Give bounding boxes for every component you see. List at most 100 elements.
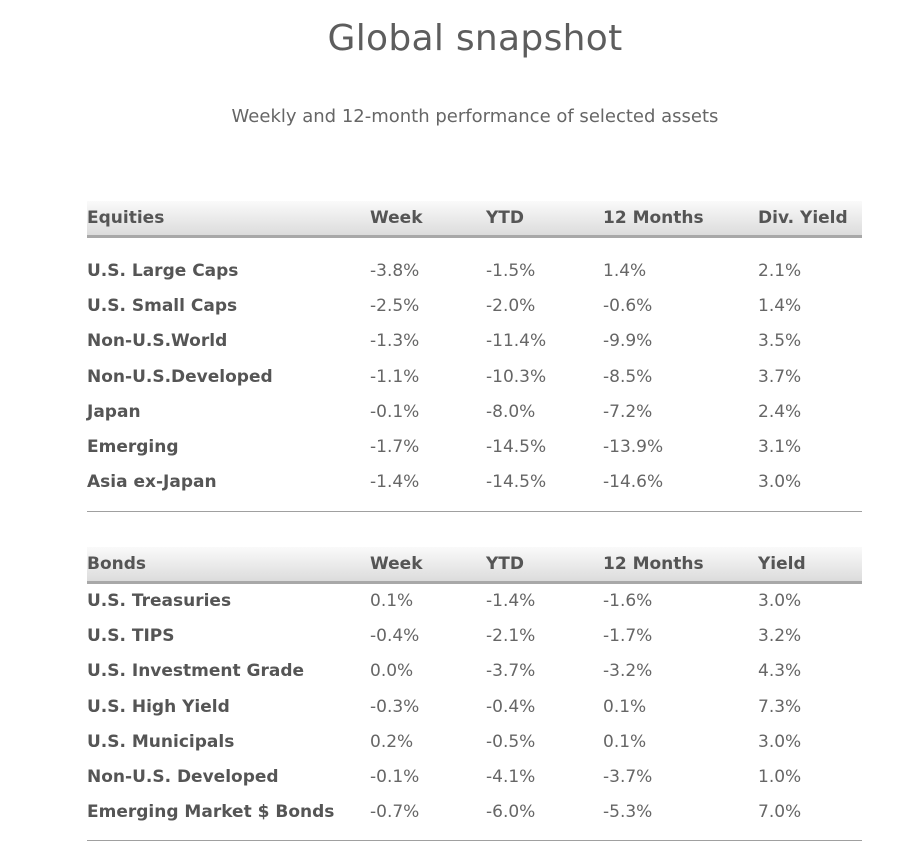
ytd-value: -1.4% <box>486 591 536 611</box>
ytd-value: -0.4% <box>486 696 536 717</box>
header-cell: 12 Months <box>603 208 704 228</box>
div-yield-value: 1.4% <box>758 296 802 317</box>
table-divider <box>87 840 862 842</box>
yield-value: 3.2% <box>758 626 802 647</box>
header-cell: YTD <box>486 208 525 228</box>
12-months-value: 0.1% <box>603 731 647 752</box>
table-row: Emerging Market $ Bonds -0.7% -6.0% -5.3… <box>87 795 862 830</box>
12-months-value: -13.9% <box>603 436 664 457</box>
week-value: -1.7% <box>370 436 420 457</box>
asset-name: U.S. Treasuries <box>87 591 232 611</box>
ytd-value: -6.0% <box>486 802 536 823</box>
bonds-body: U.S. Treasuries 0.1% -1.4% -1.6% 3.0% U.… <box>87 584 862 830</box>
header-cell: Equities <box>87 208 165 228</box>
asset-name: Asia ex-Japan <box>87 472 217 493</box>
12-months-value: -14.6% <box>603 472 664 493</box>
table-divider <box>87 511 862 513</box>
yield-value: 4.3% <box>758 661 802 682</box>
table-row: U.S. Large Caps -3.8% -1.5% 1.4% 2.1% <box>87 254 862 289</box>
ytd-value: -11.4% <box>486 331 547 352</box>
yield-value: 1.0% <box>758 766 802 787</box>
table-row: U.S. Municipals 0.2% -0.5% 0.1% 3.0% <box>87 725 862 760</box>
equities-body: U.S. Large Caps -3.8% -1.5% 1.4% 2.1% U.… <box>87 238 862 500</box>
week-value: -2.5% <box>370 296 420 317</box>
12-months-value: -1.7% <box>603 626 653 647</box>
12-months-value: -7.2% <box>603 401 653 422</box>
table-row: Asia ex-Japan -1.4% -14.5% -14.6% 3.0% <box>87 465 862 500</box>
yield-value: 3.0% <box>758 591 802 611</box>
week-value: -1.1% <box>370 366 420 387</box>
table-row: Japan -0.1% -8.0% -7.2% 2.4% <box>87 395 862 430</box>
table-row: U.S. High Yield -0.3% -0.4% 0.1% 7.3% <box>87 690 862 725</box>
12-months-value: -8.5% <box>603 366 653 387</box>
ytd-value: -1.5% <box>486 261 536 281</box>
table-row: Non-U.S.Developed -1.1% -10.3% -8.5% 3.7… <box>87 360 862 395</box>
asset-name: U.S. High Yield <box>87 696 230 717</box>
week-value: -1.4% <box>370 472 420 493</box>
header-cell: Week <box>370 554 423 574</box>
asset-name: Non-U.S. Developed <box>87 766 279 787</box>
div-yield-value: 3.0% <box>758 472 802 493</box>
bonds-table: Bonds Week YTD 12 Months Yield U.S. Trea… <box>87 547 862 842</box>
table-row: U.S. Treasuries 0.1% -1.4% -1.6% 3.0% <box>87 584 862 619</box>
ytd-value: -14.5% <box>486 436 547 457</box>
header-cell: Div. Yield <box>758 208 848 228</box>
week-value: 0.0% <box>370 661 414 682</box>
week-value: 0.1% <box>370 591 414 611</box>
ytd-value: -10.3% <box>486 366 547 387</box>
12-months-value: -3.7% <box>603 766 653 787</box>
yield-value: 3.0% <box>758 731 802 752</box>
div-yield-value: 2.4% <box>758 401 802 422</box>
ytd-value: -2.0% <box>486 296 536 317</box>
table-row: Non-U.S.World -1.3% -11.4% -9.9% 3.5% <box>87 324 862 359</box>
12-months-value: -5.3% <box>603 802 653 823</box>
asset-name: Emerging Market $ Bonds <box>87 802 335 823</box>
ytd-value: -8.0% <box>486 401 536 422</box>
week-value: -3.8% <box>370 261 420 281</box>
asset-name: U.S. Investment Grade <box>87 661 305 682</box>
week-value: 0.2% <box>370 731 414 752</box>
12-months-value: 1.4% <box>603 261 647 281</box>
asset-name: U.S. Large Caps <box>87 261 239 281</box>
bonds-header-row: Bonds Week YTD 12 Months Yield <box>87 547 862 584</box>
asset-name: Non-U.S.World <box>87 331 228 352</box>
asset-name: Emerging <box>87 436 179 457</box>
12-months-value: -0.6% <box>603 296 653 317</box>
asset-name: U.S. Municipals <box>87 731 235 752</box>
12-months-value: -1.6% <box>603 591 653 611</box>
div-yield-value: 2.1% <box>758 261 802 281</box>
equities-header-row: Equities Week YTD 12 Months Div. Yield <box>87 201 862 238</box>
page-title: Global snapshot <box>327 18 623 59</box>
12-months-value: -9.9% <box>603 331 653 352</box>
table-row: U.S. TIPS -0.4% -2.1% -1.7% 3.2% <box>87 619 862 654</box>
asset-name: Japan <box>87 401 141 422</box>
yield-value: 7.0% <box>758 802 802 823</box>
asset-name: U.S. TIPS <box>87 626 175 647</box>
ytd-value: -4.1% <box>486 766 536 787</box>
header-cell: Week <box>370 208 423 228</box>
header-cell: Yield <box>758 554 806 574</box>
asset-name: Non-U.S.Developed <box>87 366 273 387</box>
ytd-value: -2.1% <box>486 626 536 647</box>
asset-name: U.S. Small Caps <box>87 296 238 317</box>
table-row: Non-U.S. Developed -0.1% -4.1% -3.7% 1.0… <box>87 760 862 795</box>
header-cell: YTD <box>486 554 525 574</box>
page-subtitle: Weekly and 12-month performance of selec… <box>231 106 719 127</box>
12-months-value: 0.1% <box>603 696 647 717</box>
week-value: -1.3% <box>370 331 420 352</box>
ytd-value: -0.5% <box>486 731 536 752</box>
ytd-value: -3.7% <box>486 661 536 682</box>
div-yield-value: 3.5% <box>758 331 802 352</box>
div-yield-value: 3.1% <box>758 436 802 457</box>
week-value: -0.4% <box>370 626 420 647</box>
yield-value: 7.3% <box>758 696 802 717</box>
table-row: U.S. Investment Grade 0.0% -3.7% -3.2% 4… <box>87 654 862 689</box>
week-value: -0.1% <box>370 401 420 422</box>
equities-table: Equities Week YTD 12 Months Div. Yield U… <box>87 201 862 513</box>
table-row: U.S. Small Caps -2.5% -2.0% -0.6% 1.4% <box>87 289 862 324</box>
week-value: -0.7% <box>370 802 420 823</box>
ytd-value: -14.5% <box>486 472 547 493</box>
12-months-value: -3.2% <box>603 661 653 682</box>
table-row: Emerging -1.7% -14.5% -13.9% 3.1% <box>87 430 862 465</box>
header-cell: Bonds <box>87 554 147 574</box>
